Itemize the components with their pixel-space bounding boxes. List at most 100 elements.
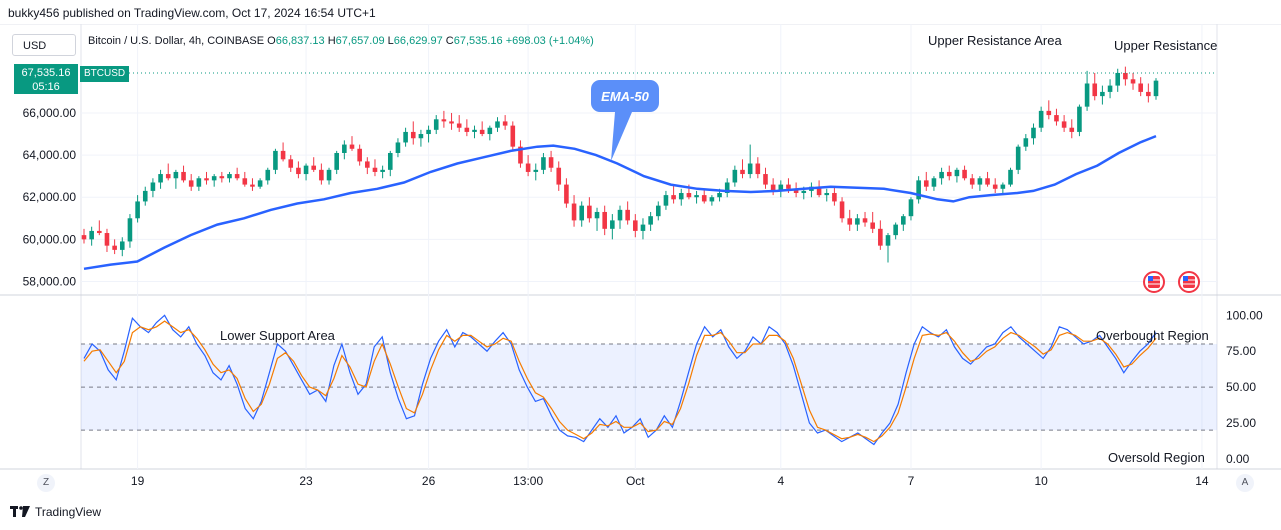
candle: [127, 214, 133, 248]
candle: [939, 167, 944, 185]
annotation-overbought: Overbought Region: [1096, 328, 1209, 343]
candle: [1084, 70, 1090, 111]
candle: [349, 136, 355, 151]
candle: [119, 237, 125, 257]
candle: [908, 197, 914, 221]
candle: [296, 161, 301, 179]
candle: [885, 233, 891, 263]
candle: [280, 142, 286, 162]
stoch-tick-label: 100.00: [1226, 308, 1263, 322]
candle: [165, 163, 171, 181]
candle: [495, 117, 500, 132]
stoch-tick-label: 75.00: [1226, 344, 1256, 358]
candle: [533, 163, 539, 181]
annotation-upper-resistance-area: Upper Resistance Area: [928, 33, 1062, 48]
candle: [342, 140, 347, 160]
candle: [433, 115, 439, 135]
ohlc-low: 66,629.97: [393, 35, 443, 47]
candle: [832, 186, 837, 206]
candle: [89, 226, 94, 246]
annotation-oversold: Oversold Region: [1108, 450, 1205, 465]
chart-frame: 58,000.00 60,000.00 62,000.00 64,000.00 66,0…: [0, 24, 1281, 494]
ticker-tag: BTCUSD: [80, 66, 130, 82]
candle: [870, 211, 875, 234]
ohlc-low-label: L: [387, 35, 394, 47]
auto-scale-a-button[interactable]: A: [1236, 474, 1254, 492]
ohlc-high-label: H: [327, 35, 336, 47]
candle: [977, 176, 983, 191]
ohlc-close-label: C: [445, 35, 454, 47]
candle: [556, 161, 562, 191]
candle: [265, 167, 271, 185]
candle: [479, 121, 485, 137]
candle: [211, 174, 217, 187]
grid-lines: [81, 24, 1217, 469]
time-tick-label: 7: [908, 474, 915, 488]
candle: [81, 228, 87, 244]
candle: [387, 150, 393, 177]
candle: [456, 115, 462, 132]
candle: [1153, 78, 1159, 100]
candles: [81, 66, 1159, 263]
candle: [571, 195, 577, 227]
candle: [181, 165, 186, 183]
candle: [219, 171, 225, 183]
candle: [747, 144, 753, 179]
candle: [234, 167, 240, 181]
candle: [1061, 115, 1067, 132]
time-tick-label: 19: [131, 474, 145, 488]
candle: [678, 188, 684, 206]
symbol-legend: Bitcoin / U.S. Dollar, 4h, COINBASE O66,…: [88, 35, 594, 47]
currency-button[interactable]: USD: [12, 34, 76, 56]
candle: [862, 211, 868, 227]
candle: [1077, 104, 1082, 137]
candle: [740, 159, 745, 179]
auto-scale-z-button[interactable]: Z: [37, 474, 55, 492]
ema-callout-label: EMA-50: [601, 89, 649, 104]
candle: [893, 222, 898, 240]
candle: [763, 167, 768, 189]
candle: [1123, 66, 1128, 86]
ema-50-line: [83, 134, 1157, 271]
last-price-tag: 67,535.16 05:16: [14, 64, 78, 94]
candle: [548, 150, 554, 172]
candle: [755, 157, 761, 179]
candle: [173, 169, 179, 189]
candle: [663, 190, 669, 210]
candle: [326, 167, 332, 185]
candle: [1130, 72, 1136, 90]
candle: [464, 119, 470, 137]
candle: [579, 201, 585, 227]
price-tick-label: 58,000.00: [23, 274, 77, 288]
candle: [633, 214, 638, 238]
candle: [273, 148, 278, 175]
candle: [709, 195, 715, 206]
ohlc-change: +698.03 (+1.04%): [505, 35, 594, 47]
candle: [1031, 123, 1036, 145]
candle: [946, 165, 952, 181]
candle: [204, 171, 209, 185]
candle: [188, 174, 194, 191]
tradingview-logo-icon: [10, 506, 30, 517]
ohlc-high: 67,657.09: [335, 35, 385, 47]
ohlc-close: 67,535.16: [453, 35, 503, 47]
annotation-lower-support: Lower Support Area: [220, 328, 336, 343]
candle: [701, 188, 707, 204]
candle: [196, 176, 202, 191]
candle: [732, 165, 738, 187]
candle: [839, 197, 845, 223]
ema-line: [83, 134, 1157, 271]
us-flag-event-icon[interactable]: [1143, 271, 1165, 293]
candle: [112, 239, 117, 255]
candle: [142, 186, 148, 206]
time-tick-label: 10: [1034, 474, 1048, 488]
candle: [288, 155, 294, 172]
us-flag-event-icon[interactable]: [1178, 271, 1200, 293]
candle: [625, 201, 630, 225]
candle: [564, 178, 569, 208]
bar-countdown: 05:16: [32, 81, 60, 93]
candle: [931, 176, 937, 191]
candle: [901, 214, 906, 231]
candle: [502, 115, 508, 130]
